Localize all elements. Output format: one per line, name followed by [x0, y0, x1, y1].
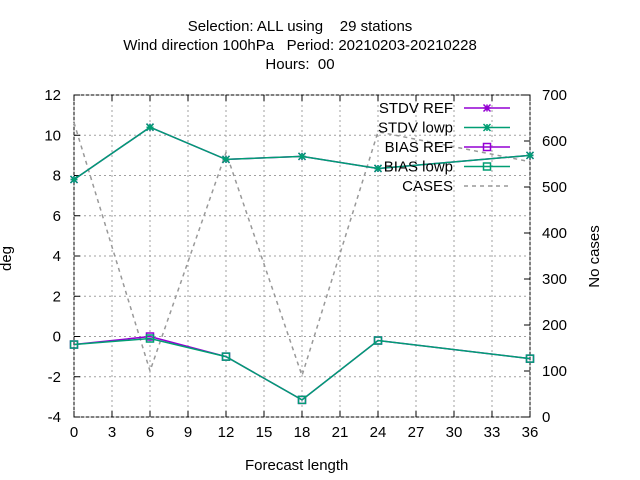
y2-tick-label: 600: [542, 133, 567, 150]
legend-label: CASES: [402, 178, 453, 195]
y-tick-label: -4: [48, 409, 61, 426]
data-point: [69, 175, 79, 184]
y2-tick-label: 400: [542, 225, 567, 242]
y-tick-label: 10: [44, 127, 61, 144]
data-point: [525, 354, 535, 363]
y-tick-label: 4: [53, 248, 61, 265]
y2-axis-label: No cases: [585, 225, 603, 288]
grid-lines: [73, 94, 531, 418]
legend-label: BIAS lowp: [384, 159, 453, 176]
data-point: [373, 164, 383, 173]
x-tick-label: 24: [370, 424, 387, 441]
data-point: [221, 352, 231, 361]
axis-ticks: 0 3 6 9 12 15 18 21 24 27 30 33 36-4-202468101201002…: [44, 87, 567, 441]
x-tick-label: 3: [108, 424, 116, 441]
x-tick-label: 12: [218, 424, 235, 441]
x-tick-label: 15: [256, 424, 273, 441]
y2-tick-label: 500: [542, 179, 567, 196]
x-tick-label: 0: [70, 424, 78, 441]
y2-tick-label: 0: [542, 409, 550, 426]
y-axis-label: deg: [0, 245, 16, 272]
chart-title-line-3: Hours: 00: [265, 56, 335, 73]
data-point: [145, 123, 155, 132]
x-tick-label: 21: [332, 424, 349, 441]
series-line: [73, 337, 531, 401]
x-tick-label: 36: [522, 424, 539, 441]
x-tick-label: 30: [446, 424, 463, 441]
y-tick-label: 0: [53, 329, 61, 346]
y-tick-label: 2: [53, 288, 61, 305]
y-tick-label: -2: [48, 369, 61, 386]
y2-tick-label: 300: [542, 271, 567, 288]
data-point: [69, 340, 79, 349]
x-tick-label: 6: [146, 424, 154, 441]
series-bias-ref: [69, 332, 535, 405]
data-point: [145, 334, 155, 343]
legend: STDV REF STDV lowp BIAS REF BIAS lowp CASES: [378, 100, 510, 195]
legend-marker: [482, 123, 492, 132]
y-tick-label: 12: [44, 87, 61, 104]
x-tick-label: 9: [184, 424, 192, 441]
x-axis-label: Forecast length: [245, 457, 349, 474]
y2-tick-label: 700: [542, 87, 567, 104]
data-point: [525, 151, 535, 160]
chart-title-line-2: Wind direction 100hPa Period: 20210203-2…: [123, 37, 477, 54]
legend-marker: [482, 103, 492, 113]
x-tick-label: 27: [408, 424, 425, 441]
legend-marker: [482, 142, 492, 152]
data-point: [373, 336, 383, 345]
data-point: [221, 155, 231, 164]
series-line: [73, 122, 531, 379]
y-tick-label: 8: [53, 168, 61, 185]
series-layer: [69, 122, 535, 405]
data-point: [297, 152, 307, 161]
legend-label: STDV lowp: [378, 120, 453, 137]
legend-marker: [482, 162, 492, 171]
y-tick-label: 6: [53, 208, 61, 225]
x-tick-label: 18: [294, 424, 311, 441]
x-tick-label: 33: [484, 424, 501, 441]
series-line: [73, 126, 531, 181]
chart-title-line-1: Selection: ALL using 29 stations: [187, 18, 413, 35]
legend-label: STDV REF: [379, 100, 453, 117]
legend-label: BIAS REF: [385, 139, 453, 156]
series-bias-lowp: [69, 334, 535, 405]
series-stdv-lowp: [69, 123, 535, 184]
y2-tick-label: 100: [542, 363, 567, 380]
data-point: [297, 395, 307, 405]
y2-tick-label: 200: [542, 317, 567, 334]
series-cases: [73, 122, 531, 379]
